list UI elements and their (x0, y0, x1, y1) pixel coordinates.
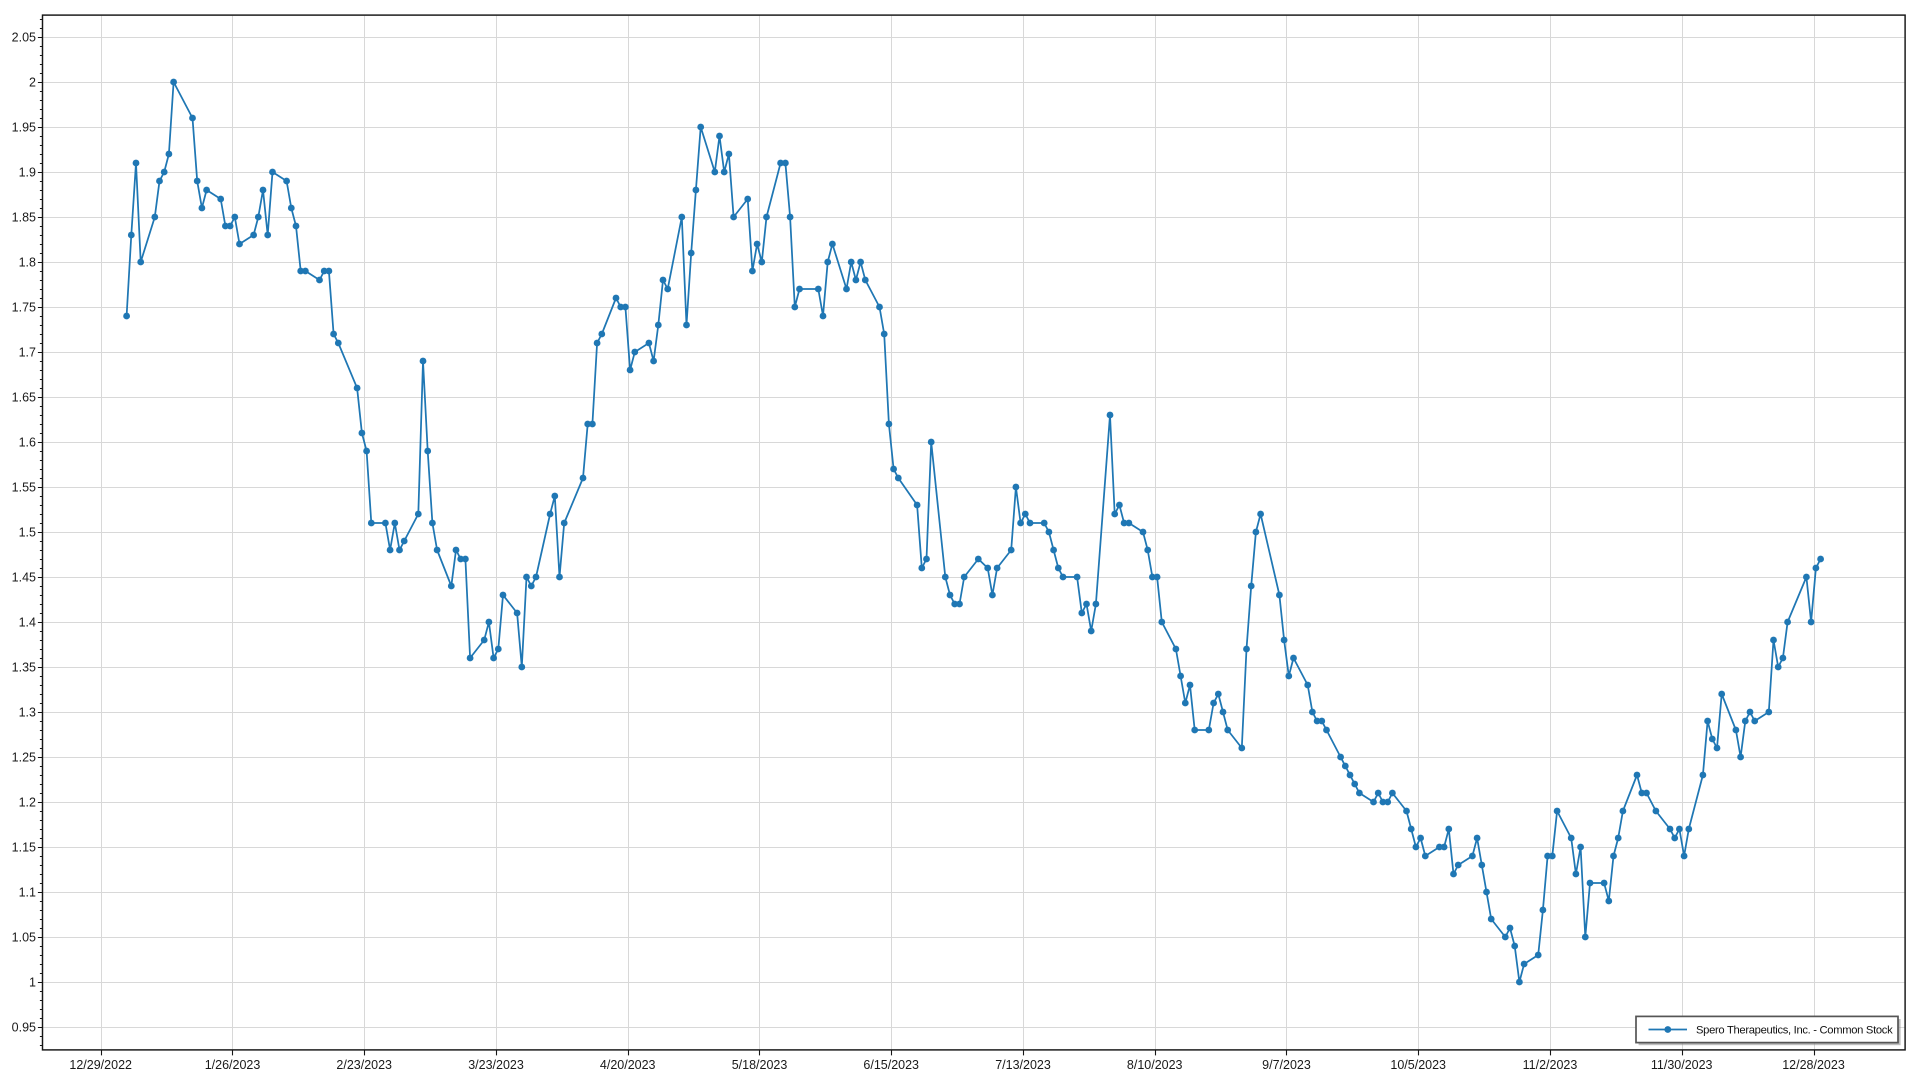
svg-text:3/23/2023: 3/23/2023 (468, 1058, 524, 1072)
svg-text:2: 2 (29, 75, 36, 89)
svg-text:1.95: 1.95 (12, 120, 36, 134)
svg-text:9/7/2023: 9/7/2023 (1262, 1058, 1311, 1072)
svg-text:11/2/2023: 11/2/2023 (1523, 1058, 1578, 1072)
svg-text:1.15: 1.15 (12, 840, 36, 854)
svg-text:1.35: 1.35 (12, 660, 36, 674)
svg-text:0.95: 0.95 (12, 1020, 36, 1034)
svg-text:1.5: 1.5 (19, 525, 36, 539)
svg-text:1/26/2023: 1/26/2023 (205, 1058, 261, 1072)
svg-text:10/5/2023: 10/5/2023 (1390, 1058, 1446, 1072)
svg-text:11/30/2023: 11/30/2023 (1651, 1058, 1713, 1072)
svg-text:6/15/2023: 6/15/2023 (863, 1058, 919, 1072)
svg-text:1.1: 1.1 (19, 885, 36, 899)
svg-text:1.55: 1.55 (12, 480, 36, 494)
svg-text:1.45: 1.45 (12, 570, 36, 584)
svg-text:5/18/2023: 5/18/2023 (732, 1058, 788, 1072)
svg-text:1.2: 1.2 (19, 795, 36, 809)
svg-text:12/28/2023: 12/28/2023 (1782, 1058, 1845, 1072)
svg-text:1.6: 1.6 (19, 435, 36, 449)
svg-text:1.25: 1.25 (12, 750, 36, 764)
svg-text:2.05: 2.05 (12, 30, 36, 44)
svg-text:12/29/2022: 12/29/2022 (69, 1058, 132, 1072)
svg-text:1.9: 1.9 (19, 165, 36, 179)
svg-text:1.7: 1.7 (19, 345, 36, 359)
svg-text:1.65: 1.65 (12, 390, 36, 404)
svg-text:1.05: 1.05 (12, 930, 36, 944)
svg-text:1.4: 1.4 (19, 615, 36, 629)
svg-text:1.85: 1.85 (12, 210, 36, 224)
svg-text:2/23/2023: 2/23/2023 (336, 1058, 392, 1072)
svg-text:1.8: 1.8 (19, 255, 36, 269)
svg-text:1: 1 (29, 975, 36, 989)
svg-text:8/10/2023: 8/10/2023 (1127, 1058, 1183, 1072)
svg-text:Spero Therapeutics, Inc. - Com: Spero Therapeutics, Inc. - Common Stock (1696, 1025, 1893, 1037)
svg-text:1.3: 1.3 (19, 705, 36, 719)
svg-text:7/13/2023: 7/13/2023 (995, 1058, 1051, 1072)
svg-text:1.75: 1.75 (12, 300, 36, 314)
svg-text:4/20/2023: 4/20/2023 (600, 1058, 656, 1072)
